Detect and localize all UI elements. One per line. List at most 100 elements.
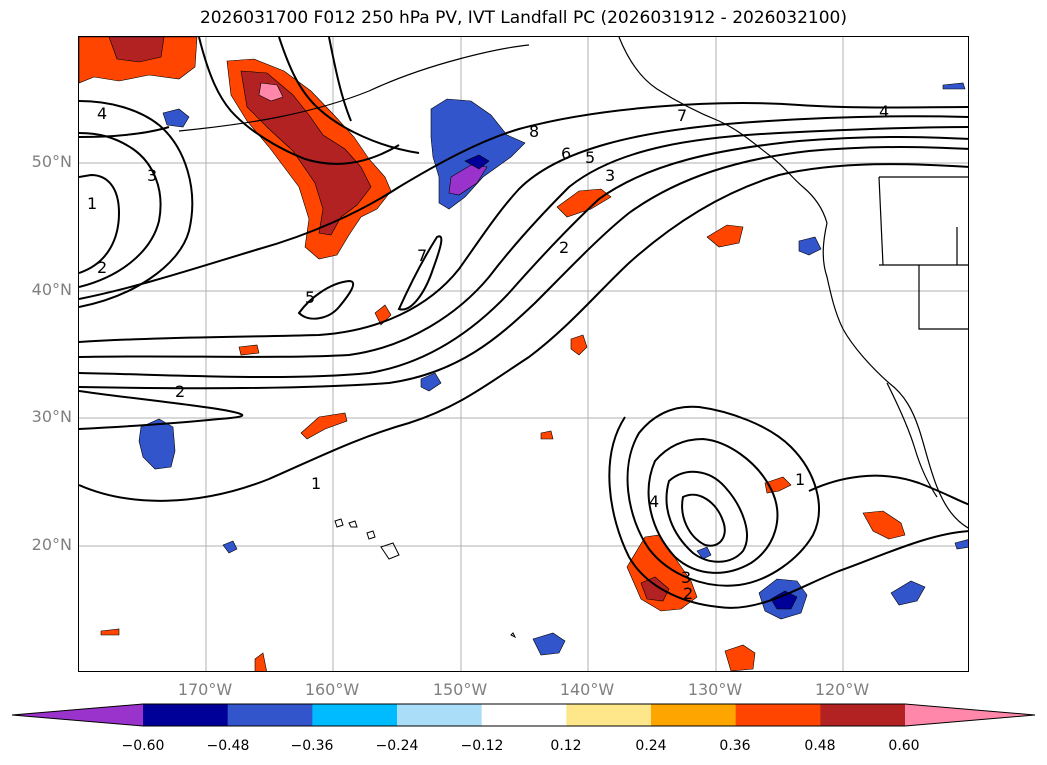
negative-anomaly: [430, 98, 526, 210]
colorbar-segments: [12, 704, 1035, 726]
positive-anomaly-max: [258, 82, 284, 102]
contour-label: 4: [649, 492, 659, 511]
map-title: 2026031700 F012 250 hPa PV, IVT Landfall…: [199, 8, 847, 28]
pv-contour: [79, 126, 170, 138]
contour-label: 2: [175, 382, 185, 401]
colorbar-tick: 0.12: [550, 738, 582, 754]
graticule: [79, 37, 968, 671]
contour-label-group: 4 1 3 2 5 7 8 6 5 3 2 4 2 1 1 4 3 2 7: [87, 102, 889, 603]
islands: [334, 518, 517, 639]
pv-contour: [397, 235, 443, 311]
colorbar-segment: [312, 704, 398, 726]
contour-label: 6: [561, 144, 571, 163]
contour-label: 4: [879, 102, 889, 121]
lon-label-170w: 170°W: [177, 680, 233, 699]
colorbar-extend-low: [12, 704, 143, 726]
pv-contour: [79, 100, 194, 308]
negative-anomaly: [890, 580, 926, 606]
contour-label: 3: [147, 166, 157, 185]
negative-anomaly: [532, 632, 566, 656]
negative-anomaly: [420, 372, 442, 392]
pv-contour: [608, 416, 968, 609]
contour-label: 1: [87, 194, 97, 213]
positive-anomaly-core: [240, 70, 372, 236]
pv-contour: [79, 115, 968, 343]
pacific-island: [510, 632, 517, 639]
pv-contour: [79, 390, 244, 430]
lon-label-160w: 160°W: [304, 680, 360, 699]
pv-contour: [808, 474, 968, 506]
pv-contour: [79, 173, 121, 274]
colorbar-segment: [651, 704, 737, 726]
colorbar-segment: [566, 704, 652, 726]
colorbar-tick: −0.48: [206, 738, 250, 754]
map-canvas: 4 1 3 2 5 7 8 6 5 3 2 4 2 1 1 4 3 2 7: [79, 37, 968, 671]
colorbar-segment: [397, 704, 483, 726]
positive-anomaly: [300, 412, 348, 440]
pv-contour: [79, 126, 968, 358]
lat-label-20n: 20°N: [31, 535, 72, 554]
contour-label: 2: [559, 238, 569, 257]
contour-label: 8: [529, 122, 539, 141]
positive-anomaly-core: [108, 37, 165, 63]
pv-contour: [198, 37, 400, 165]
negative-anomaly-core: [448, 164, 488, 196]
positive-anomaly: [862, 510, 906, 540]
positive-anomaly: [540, 430, 554, 440]
negative-anomaly: [798, 236, 822, 256]
pv-contours: [79, 37, 968, 609]
contour-label: 7: [677, 106, 687, 125]
negative-anomaly: [162, 108, 190, 128]
colorbar-outline: [11, 703, 1036, 727]
lon-label-150w: 150°W: [432, 680, 488, 699]
colorbar-tick: −0.60: [121, 738, 165, 754]
colorbar-segment: [735, 704, 821, 726]
pv-contour: [79, 163, 968, 502]
pv-contour: [626, 405, 820, 587]
pv-contour: [681, 493, 726, 547]
hawaii-island: [366, 530, 376, 540]
pv-contour: [79, 102, 968, 300]
contour-label: 7: [417, 246, 427, 265]
lon-label-140w: 140°W: [559, 680, 615, 699]
hawaii-island: [380, 542, 400, 560]
map-panel: 4 1 3 2 5 7 8 6 5 3 2 4 2 1 1 4 3 2 7: [78, 36, 969, 672]
contour-label: 1: [795, 470, 805, 489]
lat-label-30n: 30°N: [31, 407, 72, 426]
positive-anomaly: [374, 304, 392, 326]
negative-anomaly: [954, 539, 968, 550]
negative-anomaly: [942, 82, 966, 90]
pv-contour: [665, 470, 748, 563]
pv-contour: [79, 146, 968, 390]
positive-anomaly: [570, 334, 588, 356]
baja: [886, 382, 938, 498]
pv-contour: [297, 279, 355, 320]
negative-anomaly: [222, 540, 238, 554]
negative-anomaly: [696, 546, 712, 560]
colorbar-extend-high: [905, 704, 1035, 726]
pv-contour: [647, 437, 779, 574]
contour-label: 1: [311, 474, 321, 493]
lat-label-40n: 40°N: [31, 280, 72, 299]
negative-anomaly-core: [770, 590, 798, 610]
positive-anomaly: [100, 628, 120, 636]
contour-label: 3: [681, 568, 691, 587]
hawaii-island: [334, 518, 344, 528]
positive-anomaly: [254, 652, 267, 671]
colorbar-tick: −0.12: [460, 738, 504, 754]
alaska-peninsula: [178, 44, 530, 132]
contour-label: 5: [585, 148, 595, 167]
negative-anomaly: [138, 418, 176, 470]
colorbar-tick: −0.36: [290, 738, 334, 754]
positive-anomaly: [724, 644, 756, 671]
positive-anomaly: [706, 224, 744, 248]
hawaii-island: [348, 520, 358, 528]
colorbar-tick: 0.24: [635, 738, 667, 754]
colorbar-segment: [143, 704, 229, 726]
contour-label: 2: [683, 584, 693, 603]
pv-contour: [328, 37, 352, 122]
colorbar-segment: [481, 704, 567, 726]
colorbar-tick: 0.48: [804, 738, 836, 754]
colorbar-tick: 0.36: [719, 738, 751, 754]
positive-anomaly: [556, 188, 612, 218]
